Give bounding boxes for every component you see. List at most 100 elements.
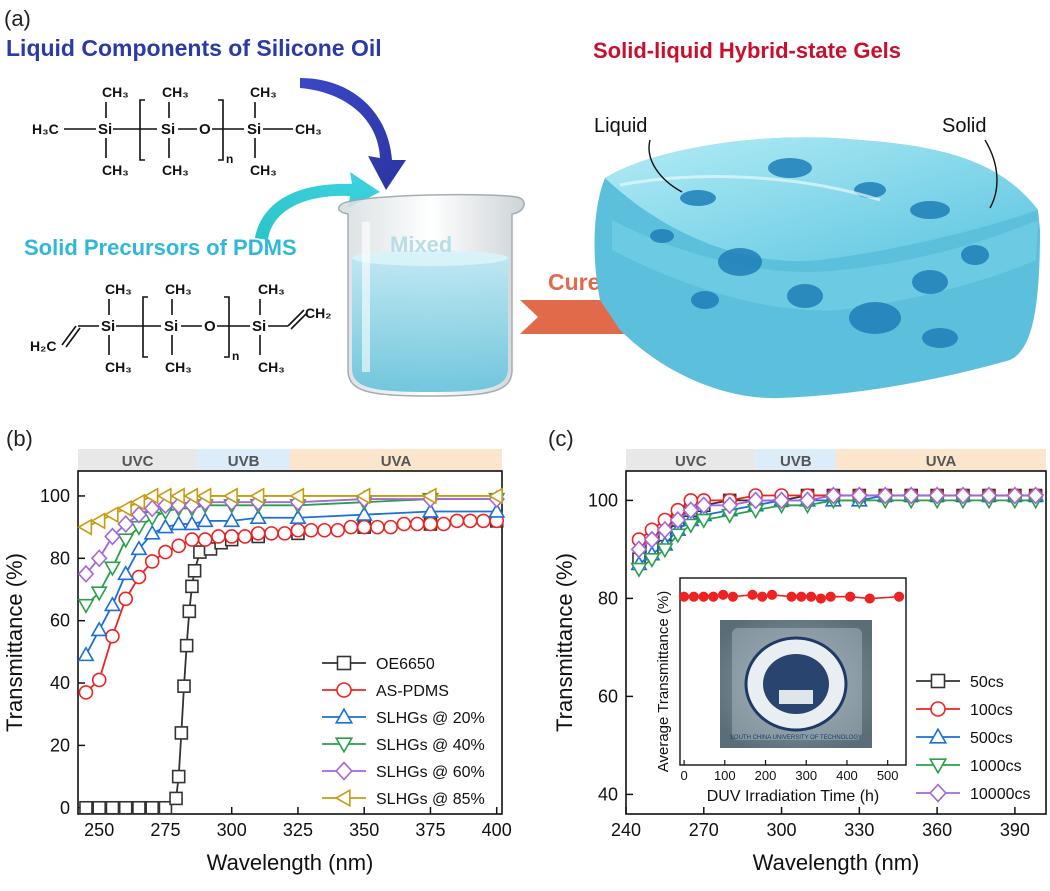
data-point bbox=[78, 685, 94, 700]
data-point bbox=[343, 519, 359, 535]
legend-entry: OE6650 bbox=[376, 656, 435, 673]
inset-data-point bbox=[796, 591, 807, 602]
inset-series bbox=[678, 589, 905, 604]
data-point bbox=[630, 562, 648, 578]
data-point bbox=[249, 487, 265, 505]
data-point bbox=[211, 529, 226, 544]
series-slhgs-85- bbox=[77, 487, 503, 536]
svg-text:Si: Si bbox=[161, 121, 175, 138]
inset-data-point bbox=[893, 591, 905, 602]
data-point bbox=[117, 565, 135, 581]
band-uvb bbox=[755, 449, 836, 471]
y-axis-label: Transmittance (%) bbox=[2, 553, 27, 732]
legend-entry: SLHGs @ 85% bbox=[376, 791, 485, 808]
data-point bbox=[171, 538, 186, 554]
legend-entry: AS-PDMS bbox=[376, 683, 449, 700]
y-tick-label: 80 bbox=[50, 548, 70, 568]
data-point bbox=[184, 532, 200, 547]
legend-entry: 500cs bbox=[970, 730, 1013, 747]
data-point bbox=[79, 800, 93, 815]
legend: 50cs 100cs 500cs 1000cs 10000cs bbox=[916, 673, 1031, 803]
band-uvb bbox=[197, 449, 290, 471]
data-point bbox=[103, 561, 122, 577]
data-point bbox=[747, 491, 764, 510]
x-tick-label: 400 bbox=[482, 820, 512, 840]
inset-data-point bbox=[698, 591, 709, 602]
inset-x-tick-label: 0 bbox=[680, 768, 687, 783]
inset-x-tick-label: 400 bbox=[836, 768, 858, 783]
panel-a-label: (a) bbox=[4, 6, 31, 31]
solid-precursors-title: Solid Precursors of PDMS bbox=[24, 235, 297, 260]
data-point bbox=[656, 520, 674, 539]
data-point bbox=[222, 487, 238, 505]
data-point bbox=[143, 524, 161, 540]
inset-data-point bbox=[864, 593, 875, 604]
data-point bbox=[370, 519, 385, 535]
inset-data-point bbox=[806, 591, 817, 602]
data-point bbox=[436, 516, 452, 532]
panel-label: (b) bbox=[6, 426, 33, 451]
data-point bbox=[174, 726, 189, 740]
x-tick-label: 375 bbox=[415, 820, 445, 840]
data-point bbox=[185, 579, 199, 594]
plot-frame bbox=[77, 470, 503, 815]
svg-text:H₂C: H₂C bbox=[30, 338, 56, 354]
data-point bbox=[156, 518, 175, 534]
inset-data-point bbox=[727, 591, 739, 602]
x-tick-label: 325 bbox=[283, 820, 313, 840]
data-point bbox=[144, 554, 160, 569]
data-point bbox=[902, 486, 920, 505]
data-point bbox=[277, 526, 293, 541]
svg-text:CH₃: CH₃ bbox=[102, 162, 129, 178]
gel-block bbox=[594, 137, 1040, 399]
band-label: UVB bbox=[780, 453, 812, 470]
inset-x-tick-label: 100 bbox=[714, 768, 736, 783]
data-point bbox=[105, 800, 120, 815]
svg-text:CH₃: CH₃ bbox=[295, 121, 322, 137]
data-point bbox=[954, 486, 972, 505]
inset-data-point bbox=[718, 589, 729, 600]
series-line bbox=[85, 498, 497, 606]
data-point bbox=[77, 646, 95, 662]
y-tick-label: 0 bbox=[60, 798, 70, 818]
data-point bbox=[773, 491, 790, 510]
data-point bbox=[183, 515, 201, 531]
data-point bbox=[695, 496, 713, 515]
svg-text:n: n bbox=[226, 152, 233, 166]
data-point bbox=[423, 516, 438, 532]
blue-curved-arrow bbox=[300, 78, 406, 190]
liquid-pointer-line bbox=[648, 139, 683, 193]
svg-text:CH₃: CH₃ bbox=[258, 359, 285, 375]
band-uvc bbox=[78, 449, 198, 471]
svg-text:CH₃: CH₃ bbox=[162, 162, 189, 178]
liquid-components-title: Liquid Components of Silicone Oil bbox=[6, 35, 382, 61]
data-point bbox=[250, 526, 266, 541]
series-line bbox=[85, 519, 497, 694]
y-tick-label: 100 bbox=[40, 486, 70, 506]
band-uva bbox=[836, 449, 1046, 471]
x-tick-label: 360 bbox=[922, 820, 952, 840]
data-point bbox=[851, 486, 868, 505]
data-point bbox=[237, 529, 253, 544]
svg-text:O: O bbox=[204, 318, 216, 335]
legend: OE6650 AS-PDMS SLHGs @ 20% SLHGs @ 40% SLHGs… bbox=[322, 655, 485, 808]
svg-text:O: O bbox=[199, 121, 211, 138]
data-point bbox=[330, 522, 346, 538]
data-point bbox=[182, 604, 197, 619]
x-tick-label: 275 bbox=[150, 820, 180, 840]
legend-entry: 100cs bbox=[970, 702, 1013, 719]
data-point bbox=[145, 800, 159, 815]
svg-text:Si: Si bbox=[164, 318, 178, 335]
data-point bbox=[409, 516, 425, 532]
legend-marker bbox=[929, 783, 947, 803]
svg-text:CH₂: CH₂ bbox=[305, 305, 331, 321]
data-point bbox=[171, 769, 186, 784]
inset-x-tick-label: 500 bbox=[877, 768, 899, 783]
x-tick-label: 350 bbox=[349, 820, 379, 840]
data-point bbox=[799, 491, 816, 510]
data-point bbox=[488, 502, 506, 518]
inset-data-point bbox=[815, 593, 826, 604]
data-point bbox=[90, 549, 108, 568]
legend-marker bbox=[930, 701, 946, 717]
data-point bbox=[355, 487, 371, 505]
